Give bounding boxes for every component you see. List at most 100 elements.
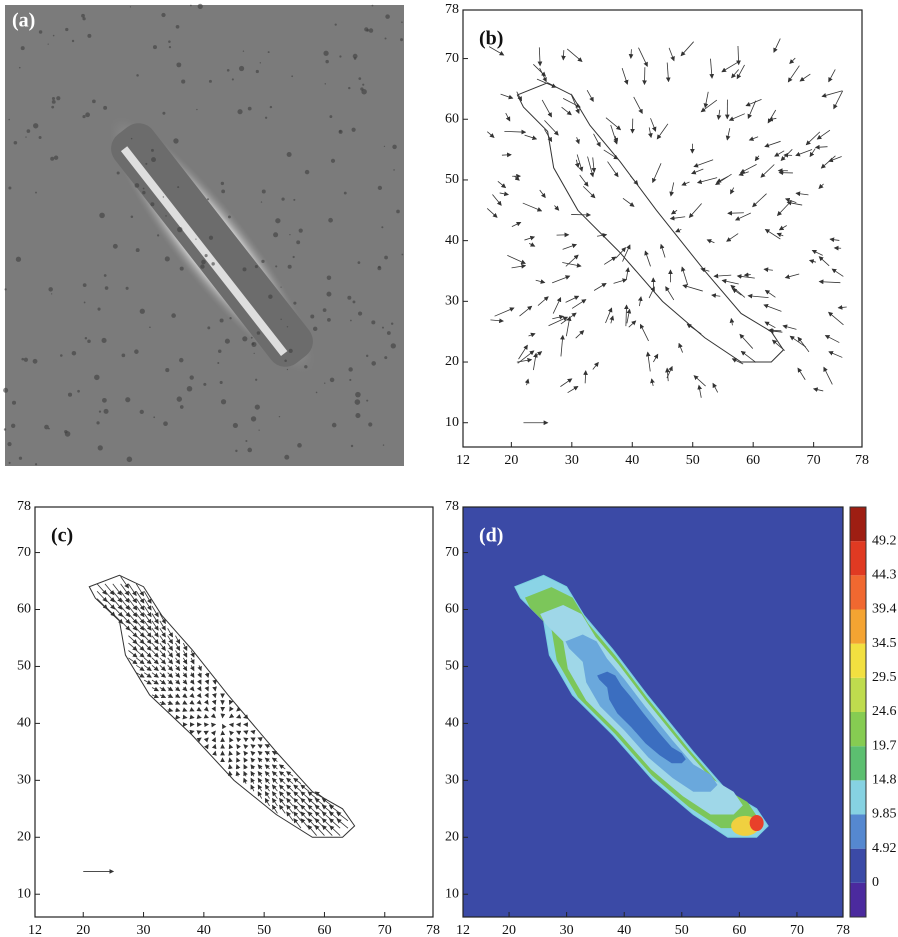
vector — [278, 764, 286, 770]
x-tick-label: 20 — [76, 923, 90, 937]
vector — [592, 361, 599, 370]
vector — [638, 47, 648, 67]
vector — [818, 256, 830, 267]
vector — [120, 583, 130, 596]
speckle — [208, 235, 214, 240]
speckle — [368, 422, 373, 427]
vector — [628, 49, 634, 59]
y-tick-label: 30 — [445, 773, 459, 788]
vector — [257, 757, 263, 763]
vector — [624, 304, 629, 327]
vector — [647, 127, 653, 139]
colorbar-label: 39.4 — [872, 602, 897, 617]
vector — [167, 628, 173, 638]
speckle — [145, 162, 148, 165]
vector — [235, 764, 241, 770]
speckle — [366, 399, 369, 402]
vector — [300, 811, 310, 822]
vector — [522, 202, 543, 212]
vector — [808, 259, 817, 264]
vector — [243, 764, 248, 770]
speckle — [13, 140, 18, 145]
speckle — [218, 349, 222, 353]
speckle — [384, 255, 388, 260]
vector — [264, 757, 270, 763]
vector — [257, 764, 263, 770]
speckle — [52, 34, 55, 37]
vector — [151, 679, 159, 685]
vector — [328, 818, 341, 829]
x-tick-label: 70 — [378, 923, 392, 937]
vector — [644, 250, 651, 267]
vector — [773, 38, 781, 53]
vector — [250, 729, 256, 735]
vector — [143, 642, 152, 651]
speckle — [104, 286, 109, 290]
vector — [816, 129, 831, 140]
vector — [539, 189, 546, 199]
vector — [818, 183, 824, 189]
vector — [182, 642, 188, 652]
vector — [136, 650, 145, 658]
speckle — [208, 79, 212, 83]
vector — [814, 144, 828, 150]
vector — [554, 205, 560, 211]
vector — [561, 106, 572, 116]
vector — [711, 293, 721, 299]
vector — [159, 628, 166, 638]
vector — [314, 824, 325, 836]
speckle — [21, 357, 25, 361]
vector — [167, 650, 174, 658]
vector — [797, 367, 806, 380]
speckle — [365, 354, 369, 358]
vector — [622, 198, 635, 207]
speckle — [280, 286, 282, 288]
vector — [159, 642, 166, 651]
speckle — [11, 423, 16, 428]
speckle — [103, 105, 108, 110]
vector — [487, 131, 495, 138]
vector — [182, 657, 188, 665]
x-tick-label: 78 — [836, 923, 850, 937]
vector — [151, 635, 159, 645]
vector — [159, 693, 167, 698]
vector — [257, 791, 263, 799]
speckle — [48, 287, 53, 292]
vector — [669, 182, 675, 197]
speckle — [84, 337, 88, 340]
vector — [196, 714, 202, 719]
speckle — [330, 158, 336, 163]
colorbar-segment — [850, 882, 866, 917]
x-tick-label: 40 — [617, 923, 631, 937]
speckle — [297, 443, 302, 448]
vector — [175, 657, 181, 665]
speckle — [126, 456, 133, 463]
speckle — [164, 256, 170, 262]
vector — [565, 315, 572, 337]
vector — [587, 156, 595, 178]
speckle — [247, 447, 253, 453]
y-tick-label: 78 — [445, 499, 459, 514]
speckle — [217, 361, 220, 364]
vector — [167, 686, 174, 692]
vector — [271, 784, 278, 792]
vector — [243, 737, 249, 743]
vector — [135, 591, 145, 604]
vector — [143, 650, 152, 658]
vector — [818, 279, 841, 285]
speckle — [18, 66, 21, 69]
vector — [748, 136, 759, 141]
speckle — [350, 444, 354, 448]
speckle — [355, 391, 361, 398]
speckle — [153, 416, 156, 419]
vector — [271, 797, 278, 807]
vector — [541, 99, 552, 118]
speckle — [291, 75, 294, 78]
speckle — [177, 186, 180, 189]
speckle — [165, 215, 167, 217]
speckle — [385, 14, 390, 19]
speckle — [139, 409, 144, 415]
speckle — [250, 416, 257, 422]
speckle — [51, 96, 56, 101]
speckle — [310, 314, 315, 319]
